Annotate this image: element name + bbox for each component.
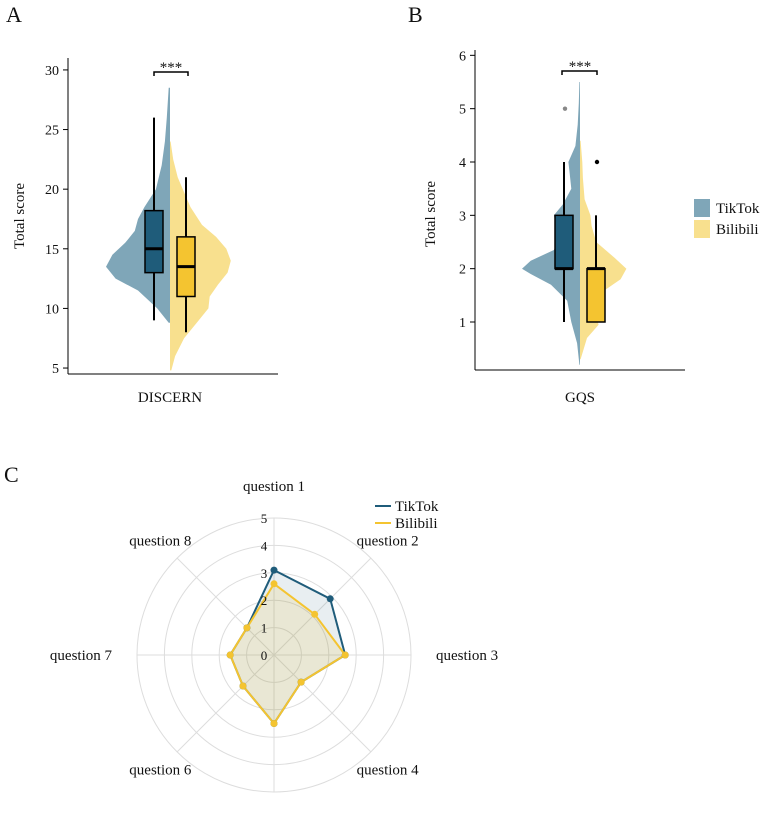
radar-point-bilibili	[297, 678, 305, 686]
radar-point-bilibili	[226, 651, 234, 659]
legend-radar-label-bilibili: Bilibili	[395, 516, 438, 532]
boxplots-b	[554, 106, 606, 323]
violin-tiktok	[106, 87, 170, 323]
y-tick-label: 20	[45, 183, 59, 198]
legend-ab: TikTok Bilibili	[694, 199, 760, 238]
legend-radar-label-tiktok: TikTok	[395, 499, 439, 515]
y-tick-label: 4	[459, 156, 466, 171]
y-tick-label: 30	[45, 64, 59, 79]
axes-b	[474, 50, 685, 371]
radar-r-tick-label: 1	[261, 621, 268, 636]
radar-r-tick-label: 4	[261, 538, 268, 553]
radar-axis-label: question 6	[129, 763, 192, 779]
radar-r-ticks: 0 1 2 3 4 5	[261, 511, 268, 663]
radar-point-tiktok	[270, 566, 278, 574]
outlier-bilibili	[594, 159, 600, 165]
chart-panel-a: 5 10 15 20 25 30 Total score DISCERN ***	[12, 58, 278, 406]
axes-a	[67, 58, 278, 375]
radar-r-tick-label: 3	[261, 566, 268, 581]
violins-b	[522, 82, 627, 365]
y-ticks-a: 5 10 15 20 25 30	[45, 64, 68, 377]
significance-bracket-b: ***	[561, 59, 598, 75]
radar-spoke	[176, 557, 275, 656]
y-tick-label: 5	[459, 103, 466, 118]
box-tiktok	[554, 214, 574, 270]
panel-letter-a: A	[6, 2, 22, 27]
legend-label-bilibili: Bilibili	[716, 222, 759, 238]
y-tick-label: 2	[459, 263, 466, 278]
box-bilibili	[586, 267, 606, 323]
x-axis-label-b: GQS	[565, 390, 595, 406]
boxplots-a	[144, 117, 196, 333]
radar-axis-label: question 8	[129, 533, 191, 549]
radar-axis-labels: question 1 question 2 question 3 question 4…	[50, 479, 498, 821]
radar-axis-label: question 4	[357, 763, 420, 779]
y-tick-label: 6	[459, 49, 466, 64]
legend-swatch-tiktok	[694, 199, 710, 217]
y-ticks-b: 1 2 3 4 5 6	[459, 49, 475, 331]
y-tick-label: 3	[459, 209, 466, 224]
y-tick-label: 1	[459, 316, 466, 331]
radar-spoke	[273, 557, 372, 656]
significance-bracket-a: ***	[153, 60, 189, 76]
panel-letter-c: C	[4, 462, 19, 487]
violin-bilibili	[580, 140, 627, 360]
y-tick-label: 25	[45, 124, 59, 139]
outlier-tiktok	[562, 106, 568, 111]
radar-axis-label: question 3	[436, 648, 498, 664]
radar-axis-label: question 5	[243, 819, 305, 821]
radar-r-tick-label: 2	[261, 593, 268, 608]
radar-r-tick-label: 5	[261, 511, 268, 526]
radar-spokes	[137, 518, 411, 792]
y-tick-label: 5	[52, 362, 59, 377]
radar-point-bilibili	[239, 682, 247, 690]
radar-series	[226, 566, 349, 727]
radar-point-bilibili	[341, 651, 349, 659]
radar-point-bilibili	[311, 610, 319, 618]
legend-label-tiktok: TikTok	[716, 201, 760, 217]
radar-axis-label: question 7	[50, 648, 113, 664]
radar-r-tick-label: 0	[261, 648, 268, 663]
radar-spoke	[176, 654, 275, 753]
legend-radar: TikTok Bilibili	[375, 499, 439, 532]
violins-a	[106, 87, 231, 371]
y-axis-label-a: Total score	[12, 183, 28, 249]
violin-tiktok	[522, 82, 580, 365]
x-axis-label-a: DISCERN	[138, 390, 202, 406]
chart-panel-b: 1 2 3 4 5 6 Total score GQS ***	[423, 49, 685, 406]
radar-axis-label: question 1	[243, 479, 305, 495]
y-axis-label-b: Total score	[423, 181, 439, 247]
radar-axis-label: question 2	[357, 533, 419, 549]
panel-letter-b: B	[408, 2, 423, 27]
y-tick-label: 15	[45, 243, 59, 258]
radar-point-tiktok	[326, 595, 334, 603]
radar-point-bilibili	[243, 624, 251, 632]
radar-point-bilibili	[270, 580, 278, 588]
legend-swatch-bilibili	[694, 220, 710, 238]
significance-label-a: ***	[160, 60, 183, 76]
radar-point-bilibili	[270, 720, 278, 727]
box-tiktok	[144, 209, 164, 274]
radar-spoke	[273, 654, 372, 753]
y-tick-label: 10	[45, 302, 59, 317]
significance-label-b: ***	[569, 59, 592, 75]
